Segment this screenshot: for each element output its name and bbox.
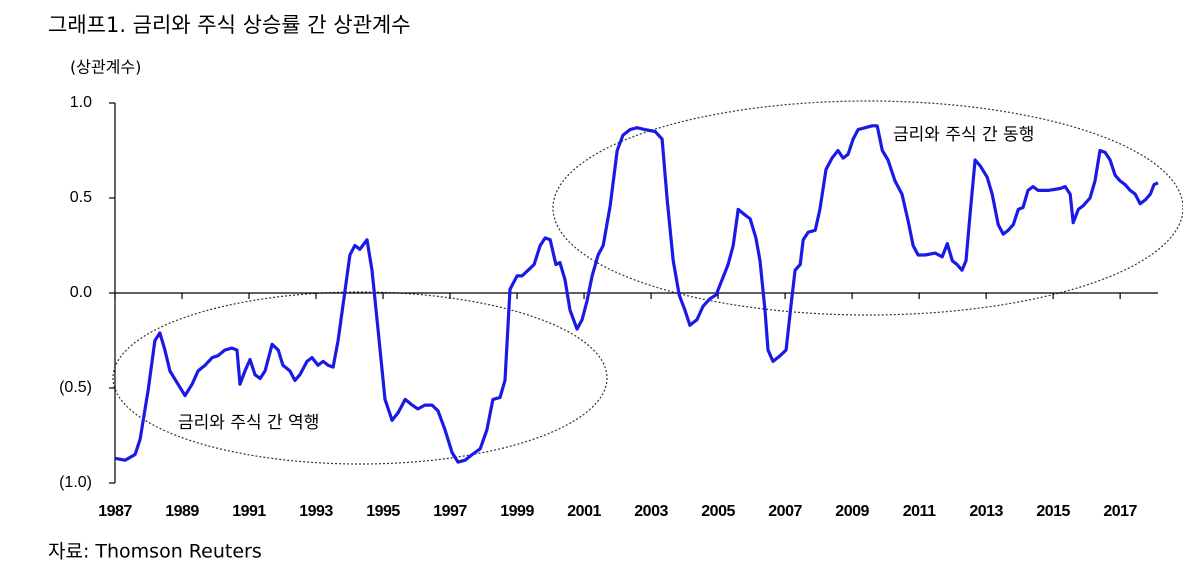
annotation: 금리와 주식 간 역행 [178, 413, 319, 433]
x-tick-label: 2011 [903, 503, 936, 520]
chart-title: 그래프1. 금리와 주식 상승률 간 상관계수 [48, 13, 411, 37]
source: 자료: Thomson Reuters [48, 541, 262, 563]
x-tick-label: 2007 [768, 503, 802, 520]
y-tick-label: (0.5) [59, 379, 92, 396]
x-tick-label: 2005 [701, 503, 735, 520]
y-tick-label: 1.0 [70, 94, 92, 111]
annotation: 금리와 주식 간 동행 [893, 125, 1034, 145]
x-tick-label: 2015 [1036, 503, 1070, 520]
x-tick-label: 1991 [232, 503, 266, 520]
ellipse [112, 291, 608, 465]
x-tick-label: 1997 [433, 503, 467, 520]
ellipse [552, 100, 1183, 316]
x-tick-label: 2013 [969, 503, 1003, 520]
x-tick-label: 1995 [366, 503, 400, 520]
x-tick-label: 2003 [634, 503, 668, 520]
x-tick-label: 1989 [165, 503, 199, 520]
x-tick-label: 2017 [1103, 503, 1137, 520]
line [114, 124, 1159, 464]
x-tick-label: 1993 [299, 503, 333, 520]
y-tick-label: 0.0 [70, 284, 92, 301]
x-tick-label: 2009 [835, 503, 869, 520]
y-axis-label: (상관계수) [70, 58, 141, 77]
x-tick-label: 1987 [98, 503, 132, 520]
y-tick-label: 0.5 [70, 189, 92, 206]
x-tick-label: 1999 [500, 503, 534, 520]
y-tick-label: (1.0) [59, 474, 92, 491]
x-tick-label: 2001 [567, 503, 601, 520]
